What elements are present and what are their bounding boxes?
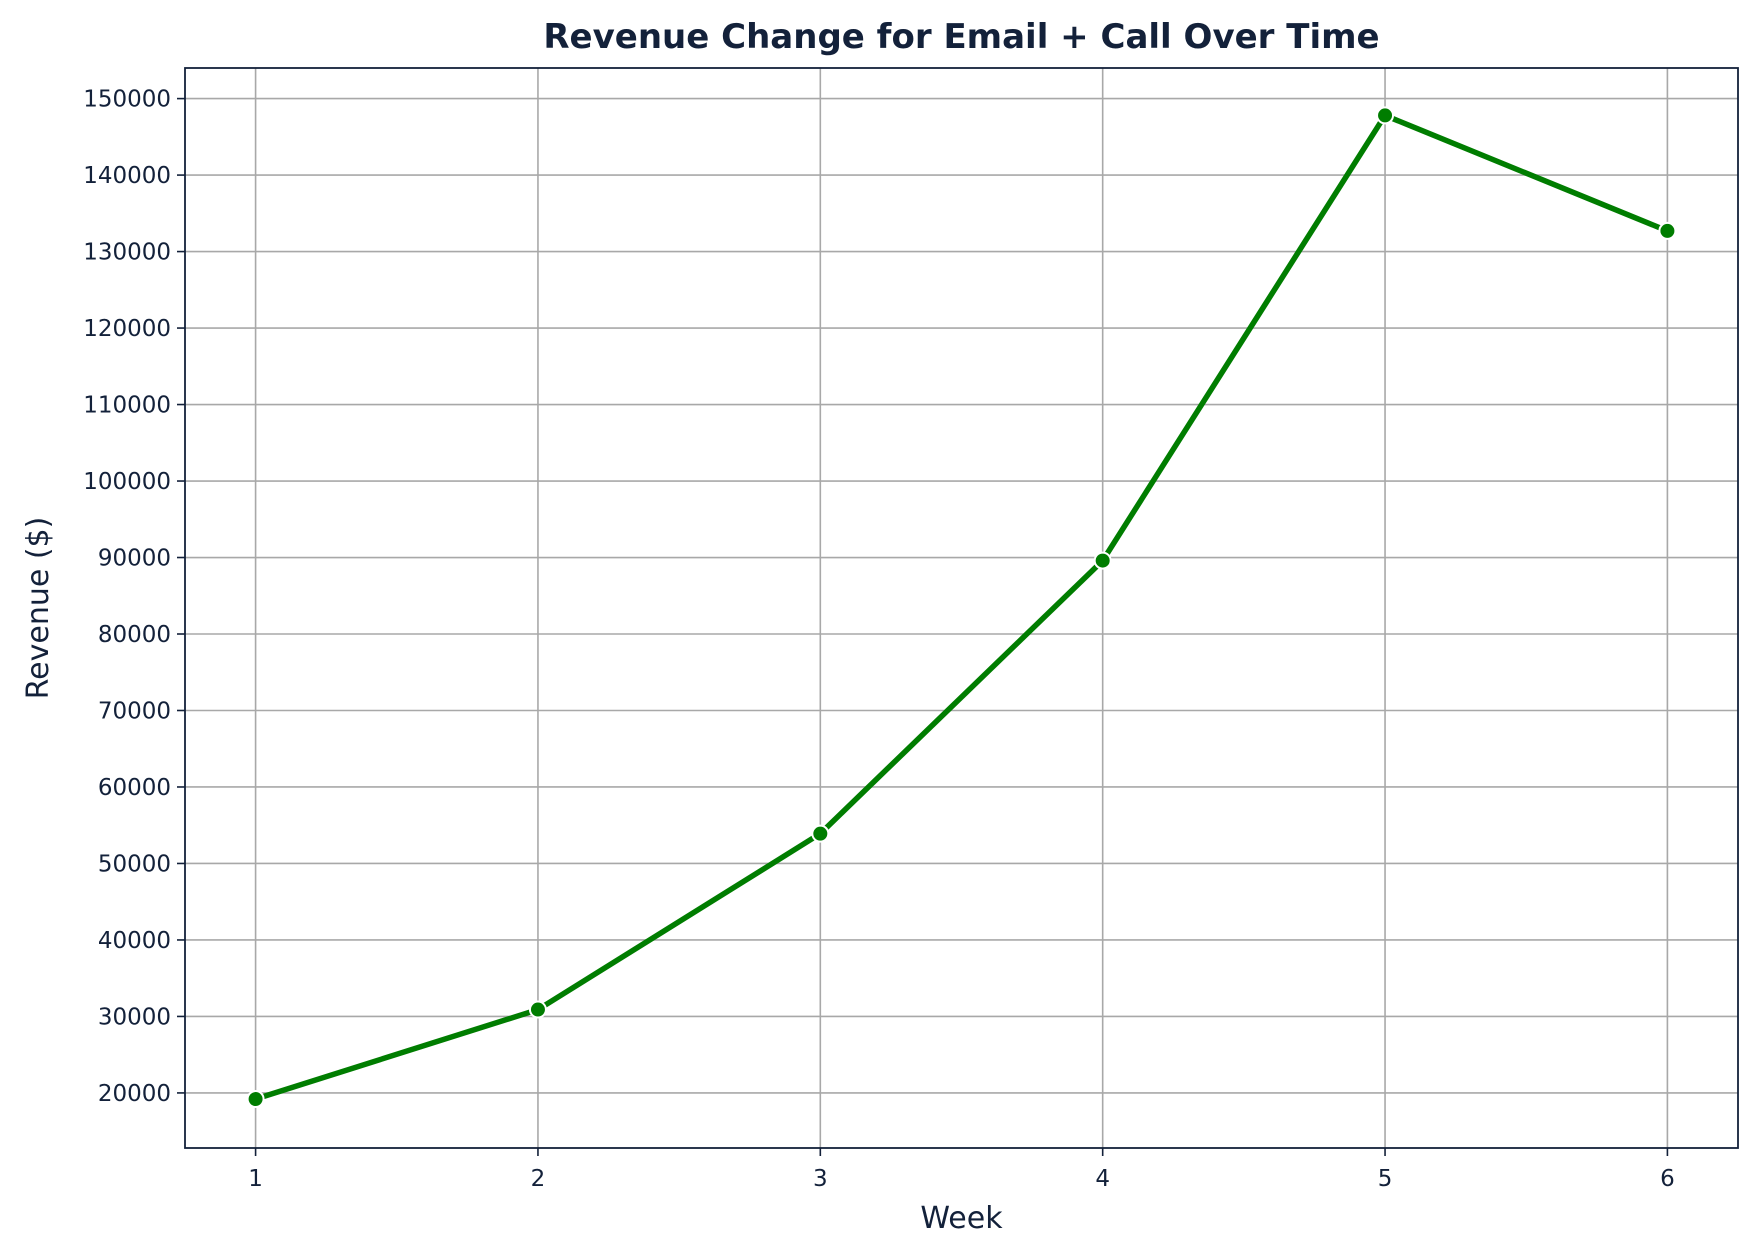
- grid-lines: [185, 68, 1738, 1148]
- y-tick-label: 40000: [98, 928, 171, 954]
- chart-title: Revenue Change for Email + Call Over Tim…: [543, 17, 1379, 57]
- y-tick-label: 30000: [98, 1004, 171, 1030]
- data-point: [811, 824, 830, 843]
- data-point: [246, 1090, 265, 1109]
- y-tick-label: 70000: [98, 698, 171, 724]
- y-tick-label: 100000: [83, 469, 171, 495]
- y-tick-label: 130000: [83, 240, 171, 266]
- x-tick-label: 3: [813, 1166, 828, 1192]
- data-point: [1093, 551, 1112, 570]
- x-tick-label: 5: [1378, 1166, 1393, 1192]
- y-tick-label: 120000: [83, 316, 171, 342]
- y-tick-label: 60000: [98, 775, 171, 801]
- series-line: [252, 112, 1671, 1102]
- x-axis-label: Week: [920, 1201, 1003, 1236]
- y-tick-label: 110000: [83, 393, 171, 419]
- x-tick-label: 1: [248, 1166, 263, 1192]
- y-tick-label: 150000: [83, 87, 171, 113]
- series-layer: [246, 106, 1677, 1109]
- y-tick-label: 50000: [98, 851, 171, 877]
- x-tick-label: 2: [531, 1166, 546, 1192]
- y-tick-label: 20000: [98, 1081, 171, 1107]
- axis-ticks: 1 2 3 4 5 6 20000 30000 40000 50000 60000 70000 8000…: [83, 87, 1675, 1192]
- x-tick-label: 6: [1660, 1166, 1675, 1192]
- y-tick-label: 80000: [98, 622, 171, 648]
- y-tick-label: 90000: [98, 546, 171, 572]
- x-tick-label: 4: [1095, 1166, 1110, 1192]
- data-point: [1658, 221, 1677, 240]
- y-axis-label: Revenue ($): [21, 517, 56, 700]
- data-point: [1376, 106, 1395, 125]
- plot-frame: [184, 67, 1739, 1149]
- data-point: [528, 1000, 547, 1019]
- y-tick-label: 140000: [83, 163, 171, 189]
